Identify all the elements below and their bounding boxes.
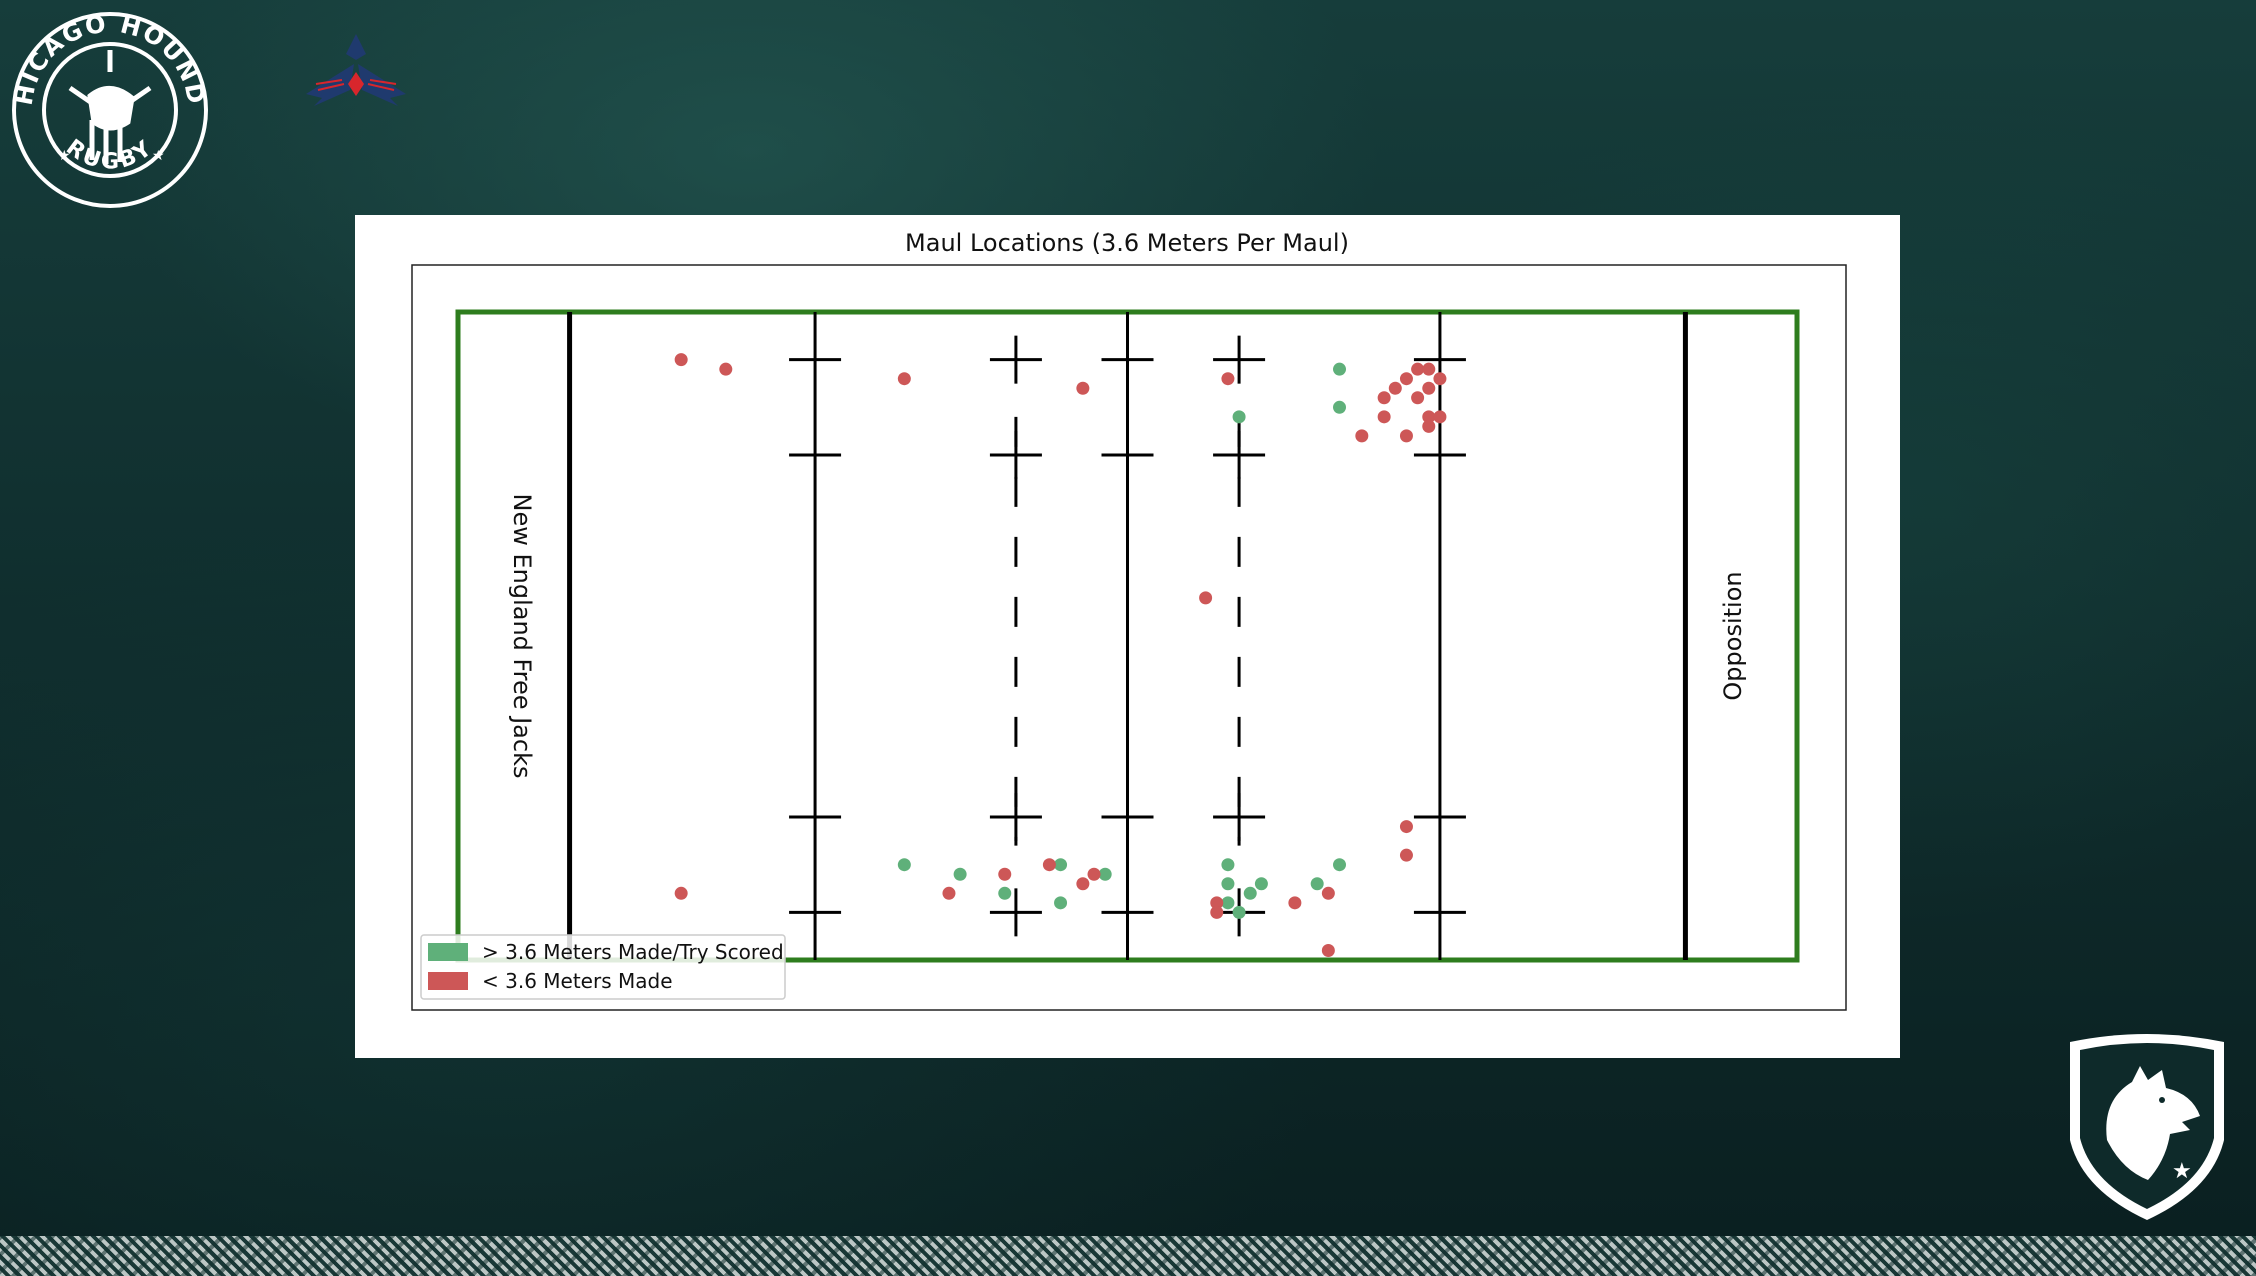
chicago-hounds-crest: CHICAGO HOUNDS RUGBY ★ ★ [10, 10, 208, 208]
svg-text:★: ★ [58, 148, 71, 164]
maul-point-green [1232, 905, 1246, 919]
maul-point-red [1199, 591, 1213, 605]
maul-point-red [674, 353, 688, 367]
maul-point-red [1321, 943, 1335, 957]
maul-point-red [719, 362, 733, 376]
maul-point-green [1243, 886, 1257, 900]
maul-point-red [1210, 905, 1224, 919]
maul-point-red [1399, 372, 1413, 386]
legend-swatch-red [428, 972, 468, 990]
maul-point-green [953, 867, 967, 881]
maul-point-red [1433, 410, 1447, 424]
maul-point-green [1254, 877, 1268, 891]
winged-emblem-icon [306, 34, 406, 106]
maul-point-green [1333, 858, 1347, 872]
maul-point-green [1221, 877, 1235, 891]
maul-point-red [1422, 410, 1436, 424]
maul-point-green [998, 886, 1012, 900]
maul-point-green [1232, 410, 1246, 424]
chart-title: Maul Locations (3.6 Meters Per Maul) [905, 229, 1349, 257]
end-label-opposition: Opposition [1719, 571, 1747, 700]
legend-box [420, 934, 786, 1000]
maul-point-red [674, 886, 688, 900]
maul-point-red [1042, 858, 1056, 872]
chart-legend: > 3.6 Meters Made/Try Scored < 3.6 Meter… [420, 934, 786, 1000]
legend-entry-red: < 3.6 Meters Made [482, 969, 673, 993]
maul-point-green [1333, 362, 1347, 376]
maul-point-red [1377, 410, 1391, 424]
maul-point-red [1411, 362, 1425, 376]
legend-entry-green: > 3.6 Meters Made/Try Scored [482, 940, 784, 964]
end-label-home: New England Free Jacks [508, 494, 536, 779]
svg-text:★: ★ [2172, 1159, 2192, 1184]
maul-point-red [1221, 372, 1235, 386]
maul-point-green [897, 858, 911, 872]
maul-point-red [1399, 848, 1413, 862]
maul-point-red [1422, 381, 1436, 395]
maul-point-red [1422, 419, 1436, 433]
maul-point-red [1388, 381, 1402, 395]
maul-point-red [1399, 429, 1413, 443]
maul-point-red [1377, 391, 1391, 405]
chart-panel: Maul Locations (3.6 Meters Per Maul) New… [355, 215, 1900, 1058]
maul-locations-chart: Maul Locations (3.6 Meters Per Maul) New… [411, 229, 1847, 1011]
maul-point-red [1422, 362, 1436, 376]
maul-point-red [1433, 372, 1447, 386]
maul-point-green [1310, 877, 1324, 891]
maul-point-red [1399, 820, 1413, 834]
maul-point-green [1054, 858, 1068, 872]
maul-point-green [1333, 400, 1347, 414]
maul-point-red [897, 372, 911, 386]
maul-point-red [1210, 896, 1224, 910]
hound-head-icon [68, 50, 152, 164]
maul-point-red [1076, 877, 1090, 891]
wolf-shield-icon: ★ [2070, 1034, 2224, 1220]
maul-points [674, 353, 1447, 957]
maul-point-red [1087, 867, 1101, 881]
maul-point-green [1098, 867, 1112, 881]
houndstooth-border [0, 1236, 2256, 1276]
pitch-lines [455, 309, 1800, 963]
maul-point-red [1321, 886, 1335, 900]
maul-point-green [1054, 896, 1068, 910]
maul-point-green [1221, 858, 1235, 872]
maul-point-red [1288, 896, 1302, 910]
maul-point-red [998, 867, 1012, 881]
maul-point-red [1076, 381, 1090, 395]
maul-point-red [1355, 429, 1369, 443]
legend-swatch-green [428, 943, 468, 961]
maul-point-green [1221, 896, 1235, 910]
svg-text:★: ★ [152, 148, 165, 164]
maul-point-red [942, 886, 956, 900]
maul-point-red [1411, 391, 1425, 405]
